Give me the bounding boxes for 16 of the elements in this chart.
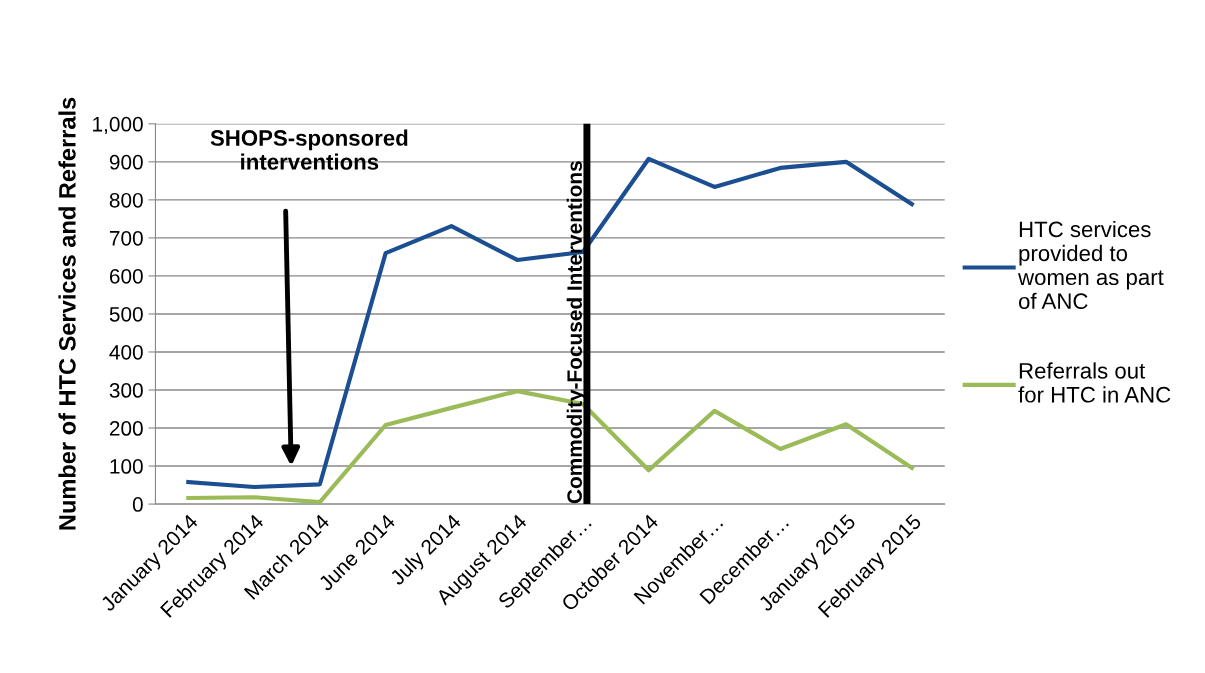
- y-axis-title: Number of HTC Services and Referrals: [58, 97, 76, 530]
- y-tick-label: 300: [109, 383, 143, 398]
- annotation: SHOPS-sponsored interventions: [210, 129, 408, 170]
- legend-label: Referrals out for HTC in ANC: [1018, 362, 1171, 403]
- y-tick-label: 800: [109, 192, 143, 208]
- y-tick-label: 1,000: [93, 116, 143, 135]
- y-tick-label: 600: [109, 268, 143, 284]
- y-tick-label: 100: [110, 459, 143, 474]
- y-tick-label: 500: [109, 306, 143, 322]
- y-tick-label: 700: [109, 230, 143, 246]
- ref-line-label: Commodity-Focused Interventions: [566, 161, 587, 504]
- y-tick-label: 0: [132, 497, 143, 512]
- y-tick-label: 400: [109, 344, 143, 360]
- legend-label: HTC services provided to women as part of ANC: [1018, 220, 1164, 310]
- y-tick-label: 900: [109, 154, 143, 170]
- y-tick-label: 200: [109, 421, 143, 436]
